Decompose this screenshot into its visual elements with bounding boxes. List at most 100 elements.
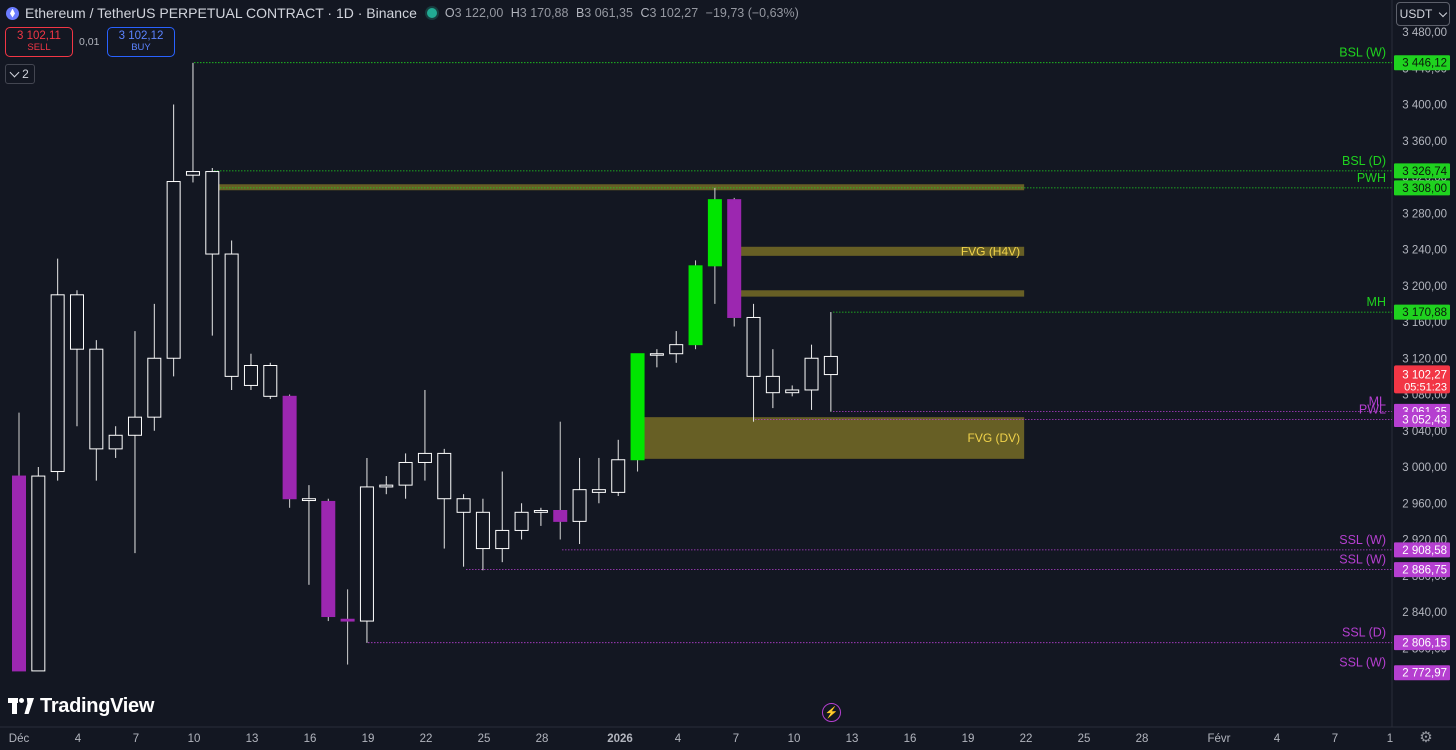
candle: [185, 62, 200, 183]
level-label: SSL (W): [1339, 533, 1386, 547]
y-tick-label: 3 000,00: [1402, 462, 1447, 474]
candle: [166, 104, 181, 377]
candle: [127, 331, 142, 554]
candle-body: [398, 461, 413, 486]
sell-label: SELL: [27, 42, 51, 53]
candle: [301, 485, 316, 585]
level-price-text: 2 806,15: [1402, 638, 1447, 650]
candle: [340, 589, 355, 665]
candle-body: [533, 510, 548, 513]
candle-body: [707, 199, 722, 267]
candle: [50, 258, 65, 481]
level-price-text: 3 446,12: [1402, 58, 1447, 70]
x-tick-label: 22: [1020, 733, 1033, 745]
market-status-icon: [426, 8, 437, 18]
y-tick-label: 3 040,00: [1402, 426, 1447, 438]
level-price-tag: [1394, 304, 1450, 320]
candle: [224, 240, 239, 390]
x-tick-label: 7: [133, 733, 139, 745]
candle: [707, 187, 722, 304]
current-price-text: 3 102,27: [1402, 369, 1447, 381]
x-tick-label: 10: [788, 733, 801, 745]
candle: [669, 331, 684, 363]
candle-body: [224, 253, 239, 377]
candle-body: [108, 434, 123, 450]
level-price-text: 2 772,97: [1402, 668, 1447, 680]
x-tick-label: 16: [304, 733, 317, 745]
candle-body: [823, 355, 838, 376]
x-tick-label: Févr: [1208, 733, 1231, 745]
high-value: 3 170,88: [519, 6, 569, 20]
candle-body: [785, 389, 800, 394]
lightning-icon[interactable]: ⚡: [822, 703, 841, 722]
candle-body: [50, 294, 65, 473]
candle: [108, 426, 123, 458]
candle-body: [31, 475, 46, 672]
tradingview-logo-text: TradingView: [40, 694, 155, 717]
candle: [359, 457, 374, 643]
symbol-title[interactable]: Ethereum / TetherUS PERPETUAL CONTRACT ·…: [25, 5, 417, 21]
countdown-text: 05:51:23: [1404, 381, 1447, 393]
y-tick-label: 3 240,00: [1402, 245, 1447, 257]
candle: [688, 260, 703, 350]
candle: [572, 457, 587, 545]
chevron-down-icon: [9, 67, 20, 77]
level-label: MH: [1367, 295, 1386, 309]
level-price-tag: [1394, 411, 1450, 427]
x-tick-label: 7: [1332, 733, 1338, 745]
candle: [785, 385, 800, 397]
candle-body: [514, 511, 529, 531]
buy-button[interactable]: 3 102,12 BUY: [107, 27, 175, 57]
fvg-zone: [631, 417, 1025, 459]
candle: [649, 349, 664, 368]
indicators-count: 2: [22, 67, 29, 81]
y-tick-label: 3 280,00: [1402, 208, 1447, 220]
candle-body: [611, 459, 626, 493]
y-tick-label: 3 160,00: [1402, 317, 1447, 329]
x-tick-label: 4: [1274, 733, 1281, 745]
candle-body: [630, 353, 645, 461]
candle: [591, 457, 606, 504]
x-tick-label: 13: [246, 733, 259, 745]
candle-body: [437, 452, 452, 500]
level-label: BSL (W): [1339, 46, 1386, 60]
level-price-tag: [1394, 180, 1450, 196]
gear-icon[interactable]: ⚙: [1419, 729, 1433, 746]
level-price-tag: [1394, 55, 1450, 71]
open-value: 3 122,00: [454, 6, 504, 20]
candle-body: [359, 486, 374, 622]
x-tick-label: Déc: [9, 733, 30, 745]
currency-selector[interactable]: USDT: [1396, 2, 1450, 26]
close-value: 3 102,27: [649, 6, 699, 20]
current-price-tag: [1394, 365, 1450, 394]
x-tick-label: 4: [75, 733, 82, 745]
y-tick-label: 2 960,00: [1402, 498, 1447, 510]
level-price-text: 3 052,43: [1402, 414, 1447, 426]
y-tick-label: 3 200,00: [1402, 281, 1447, 293]
candle-body: [495, 529, 510, 550]
candle-body: [553, 510, 568, 522]
x-tick-label: 19: [962, 733, 975, 745]
zone-label: FVG (H4V): [961, 244, 1020, 258]
y-tick-label: 3 400,00: [1402, 100, 1447, 112]
candle: [475, 498, 490, 571]
fvg-zone: [728, 246, 1025, 256]
candle: [31, 467, 46, 672]
level-price-text: 2 886,75: [1402, 565, 1447, 577]
y-tick-label: 3 360,00: [1402, 136, 1447, 148]
x-tick-label: 2026: [607, 733, 633, 745]
level-price-tag: [1394, 635, 1450, 651]
candle: [804, 344, 819, 410]
candle-body: [301, 498, 316, 502]
x-tick-label: 22: [420, 733, 433, 745]
zone-label: FVG (DV): [967, 431, 1020, 445]
indicators-toggle-button[interactable]: 2: [5, 64, 35, 84]
level-label: SSL (W): [1339, 656, 1386, 670]
candle-body: [321, 500, 336, 618]
currency-label: USDT: [1399, 7, 1433, 21]
tradingview-mark-icon: [8, 697, 34, 715]
sell-button[interactable]: 3 102,11 SELL: [5, 27, 73, 57]
candle-body: [417, 452, 432, 463]
candle: [147, 303, 162, 431]
